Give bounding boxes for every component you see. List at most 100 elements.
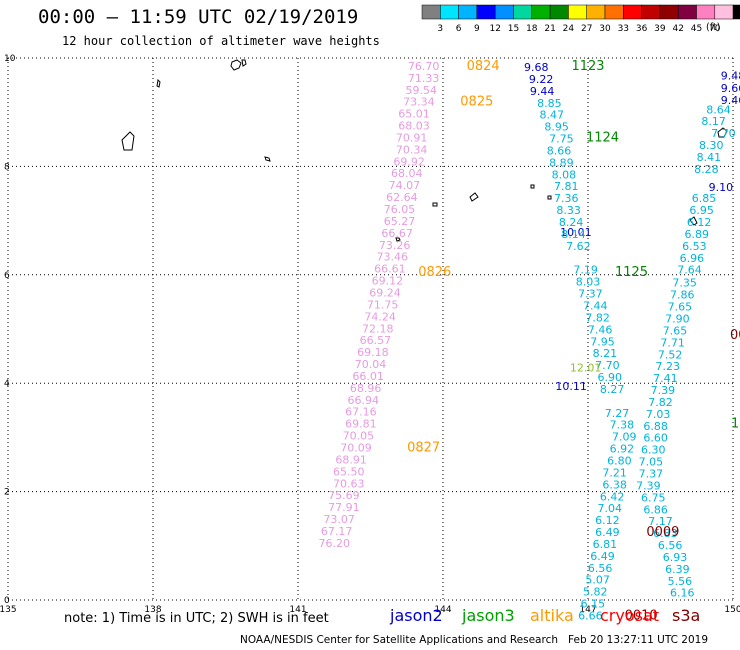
jason3-wave-value: 6.93 — [663, 551, 688, 564]
jason3-wave-value: 6.38 — [602, 478, 627, 491]
y-tick-label: 10 — [4, 54, 16, 64]
scale-swatch — [586, 4, 606, 20]
y-tick-label: 4 — [4, 379, 10, 389]
jason3-wave-value: 7.95 — [590, 335, 615, 348]
altika-wave-value: 68.96 — [350, 382, 382, 395]
jason2-wave-value: 9.48 — [721, 70, 740, 83]
jason3-wave-value: 7.75 — [549, 133, 574, 146]
island-outline — [530, 184, 535, 189]
jason3-wave-value: 6.88 — [643, 420, 668, 433]
jason3-wave-value: 6.89 — [685, 228, 710, 241]
jason3-wave-value: 6.53 — [682, 240, 707, 253]
altika-wave-value: 73.46 — [377, 251, 409, 264]
scale-units: (ft) — [706, 22, 721, 33]
jason3-wave-value: 7.37 — [578, 288, 603, 301]
scale-label: 70 — [709, 24, 721, 34]
altika-wave-value: 74.07 — [389, 179, 421, 192]
altika-wave-value: 66.67 — [381, 227, 413, 240]
altika-wave-value: 75.69 — [328, 489, 360, 502]
scale-swatch — [458, 4, 478, 20]
scale-label: 30 — [599, 24, 611, 34]
altika-wave-value: 59.54 — [406, 84, 438, 97]
altika-wave-value: 70.04 — [355, 358, 387, 371]
jason3-wave-value: 7.82 — [585, 311, 610, 324]
scale-label: 6 — [456, 24, 462, 34]
island-outline — [121, 131, 135, 151]
altika-wave-value: 69.12 — [372, 275, 404, 288]
jason3-wave-value: 7.46 — [588, 323, 613, 336]
island-outline — [230, 59, 247, 71]
jason2-wave-value: 10.01 — [560, 226, 592, 239]
pass-time-label: 1123 — [571, 59, 604, 74]
altika-wave-value: 70.05 — [343, 430, 375, 443]
altika-wave-value: 71.75 — [367, 298, 399, 311]
jason3-wave-value: 6.83 — [653, 527, 678, 540]
scale-swatch — [531, 4, 551, 20]
y-tick-label: 6 — [4, 271, 10, 281]
jason3-wave-value: 6.95 — [689, 204, 714, 217]
altika-wave-value: 70.09 — [340, 441, 372, 454]
altika-wave-value: 67.16 — [345, 406, 377, 419]
jason3-wave-value: 5.56 — [668, 575, 693, 588]
scale-label: 36 — [636, 24, 648, 34]
altika-wave-value: 65.27 — [384, 215, 416, 228]
jason3-wave-value: 7.64 — [677, 264, 702, 277]
jason3-wave-value: 8.33 — [556, 204, 581, 217]
scale-swatch — [696, 4, 716, 20]
altika-wave-value: 73.34 — [403, 96, 435, 109]
jason3-wave-value: 7.23 — [656, 360, 681, 373]
jason3-wave-value: 7.19 — [573, 264, 598, 277]
jason3-wave-value: 7.70 — [711, 127, 736, 140]
jason3-wave-value: 7.21 — [602, 466, 627, 479]
jason3-wave-value: 8.47 — [540, 109, 565, 122]
pass-time-label: 0824 — [467, 59, 500, 74]
island-outline — [469, 192, 479, 202]
jason3-wave-value: 6.30 — [641, 444, 666, 457]
jason3-wave-value: 6.85 — [692, 192, 717, 205]
cryosat-wave-value: 12.01 — [570, 361, 602, 374]
jason3-wave-value: 6.56 — [588, 562, 613, 575]
jason3-wave-value: 7.82 — [648, 396, 673, 409]
island-outline — [547, 195, 552, 200]
jason3-wave-value: 8.27 — [600, 383, 625, 396]
altika-wave-value: 71.33 — [408, 72, 440, 85]
jason3-wave-value: 6.16 — [670, 587, 695, 600]
jason3-wave-value: 7.39 — [636, 479, 661, 492]
scale-swatch — [513, 4, 533, 20]
page-subtitle: 12 hour collection of altimeter wave hei… — [62, 34, 380, 48]
jason3-wave-value: 6.86 — [643, 503, 668, 516]
jason3-wave-value: 7.81 — [554, 180, 579, 193]
jason3-wave-value: 6.92 — [610, 443, 635, 456]
scale-swatch — [659, 4, 679, 20]
jason3-wave-value: 6.60 — [643, 432, 668, 445]
altika-wave-value: 66.01 — [352, 370, 384, 383]
jason3-wave-value: 6.12 — [687, 216, 712, 229]
island-outline — [264, 156, 271, 162]
jason3-wave-value: 7.27 — [605, 407, 630, 420]
jason3-wave-value: 8.24 — [559, 216, 584, 229]
altika-wave-value: 73.07 — [323, 513, 355, 526]
pass-time-label: 0008 — [730, 328, 740, 343]
page-title: 00:00 – 11:59 UTC 02/19/2019 — [38, 6, 359, 28]
pass-time-label: 0010 — [625, 609, 658, 624]
scale-swatch — [476, 4, 496, 20]
jason3-wave-value: 8.08 — [552, 168, 577, 181]
altika-wave-value: 70.91 — [396, 131, 428, 144]
jason2-wave-value: 9.46 — [721, 94, 740, 107]
jason3-wave-value: 8.66 — [547, 144, 572, 157]
jason3-wave-value: 7.38 — [610, 419, 635, 432]
altika-wave-value: 70.63 — [333, 477, 365, 490]
altika-wave-value: 66.57 — [360, 334, 392, 347]
jason3-wave-value: 8.41 — [697, 151, 722, 164]
jason3-wave-value: 8.03 — [576, 276, 601, 289]
jason3-wave-value: 8.95 — [544, 121, 569, 134]
scale-label: 45 — [691, 24, 702, 34]
jason3-wave-value: 7.90 — [665, 312, 690, 325]
footer-credit: NOAA/NESDIS Center for Satellite Applica… — [240, 634, 558, 646]
scale-swatch — [641, 4, 661, 20]
scale-label: 33 — [618, 24, 629, 34]
jason3-wave-value: 8.14 — [561, 228, 586, 241]
altika-wave-value: 69.92 — [393, 155, 425, 168]
altika-wave-value: 76.05 — [384, 203, 416, 216]
jason3-wave-value: 6.81 — [593, 538, 618, 551]
